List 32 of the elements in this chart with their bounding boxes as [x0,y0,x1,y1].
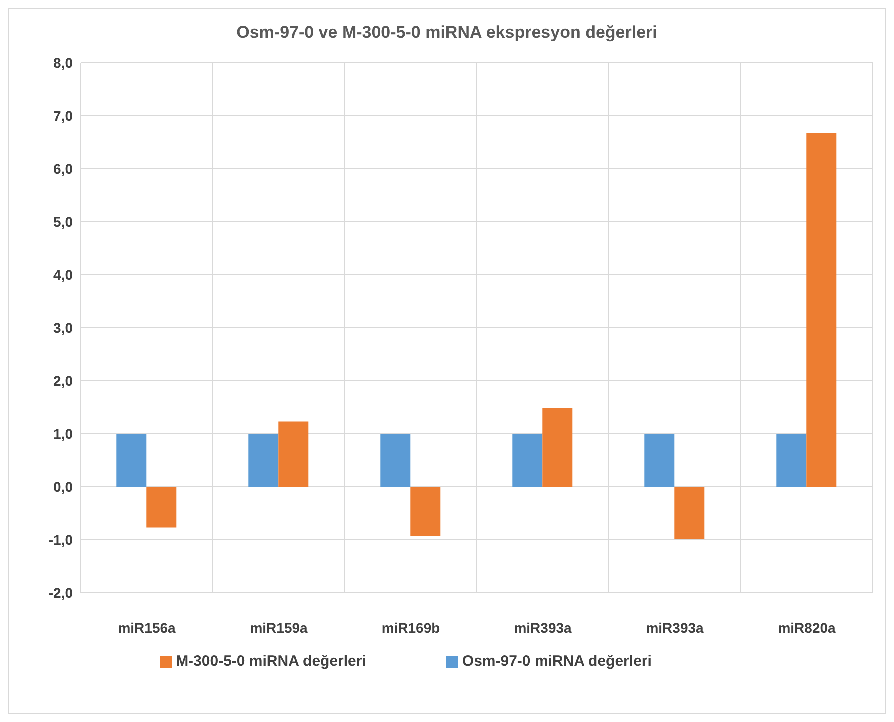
y-tick-label: 3,0 [54,320,74,336]
bar [674,487,705,539]
bar [116,434,147,487]
bar [512,434,543,487]
bar [806,132,837,487]
x-tick-label: miR159a [250,620,308,636]
y-tick-label: 2,0 [54,372,74,389]
y-tick-label: 8,0 [54,54,74,71]
bar [410,487,441,536]
legend-label: Osm-97-0 miRNA değerleri [462,653,652,670]
bar [146,487,177,528]
x-tick-label: miR156a [118,620,176,636]
y-tick-label: 0,0 [54,478,74,495]
x-tick-label: miR393a [514,620,572,636]
bar [248,434,279,487]
x-tick-label: miR393a [646,620,704,636]
bar [542,408,573,487]
legend-label: M-300-5-0 miRNA değerleri [176,653,366,670]
bar [380,434,411,487]
y-tick-label: 4,0 [54,266,74,283]
y-tick-label: 1,0 [54,426,74,442]
y-tick-label: -2,0 [48,584,74,601]
y-tick-label: 6,0 [54,160,74,177]
bar [278,422,309,487]
y-tick-label: 5,0 [54,214,74,230]
x-tick-label: miR169b [382,620,440,636]
y-tick-label: 7,0 [54,108,74,124]
bar [644,434,675,487]
x-tick-label: miR820a [778,620,836,636]
chart-title: Osm-97-0 ve M-300-5-0 miRNA ekspresyon değerleri [236,22,658,44]
y-tick-label: -1,0 [48,532,74,548]
bar [776,434,807,487]
